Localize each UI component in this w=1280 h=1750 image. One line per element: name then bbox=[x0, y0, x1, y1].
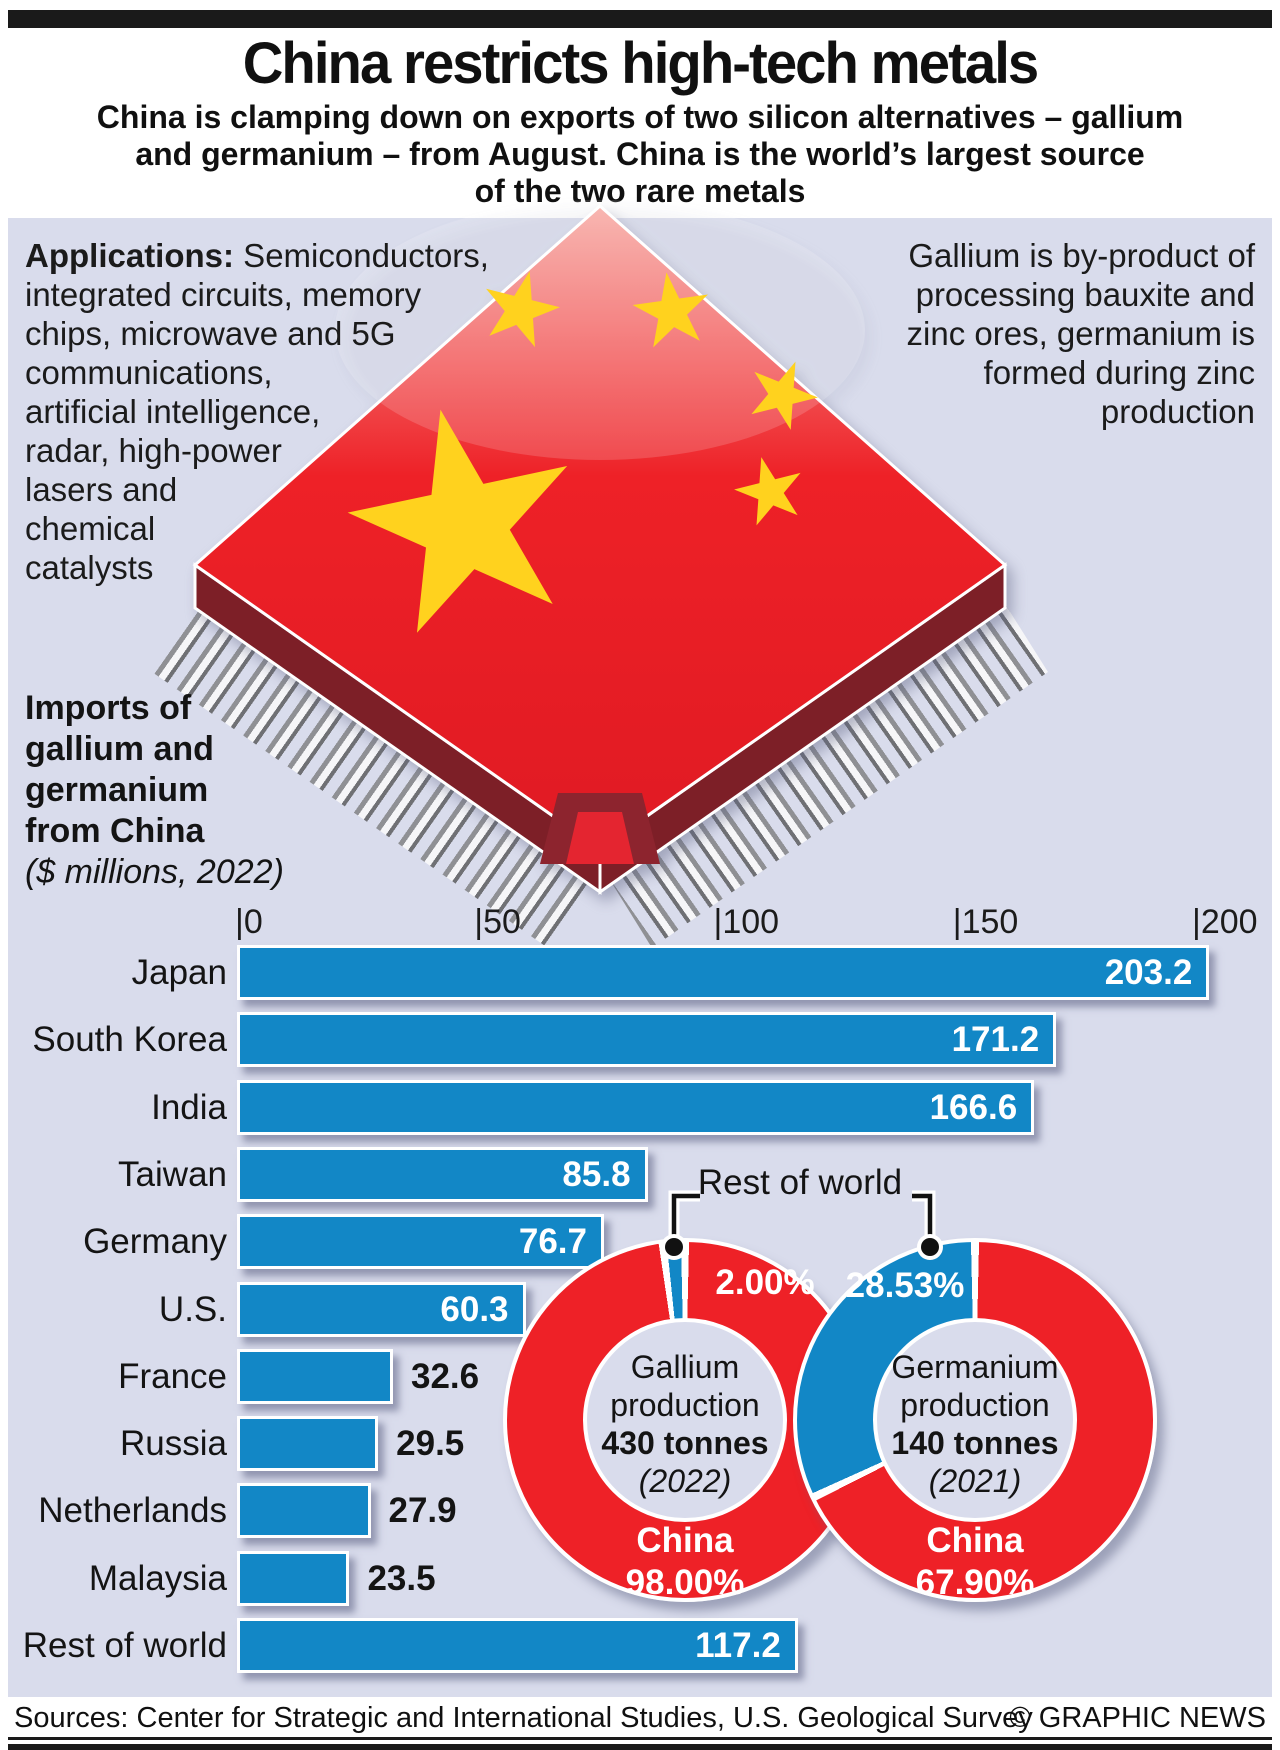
bar-value-label: 166.6 bbox=[929, 1087, 1018, 1127]
bar-value-label: 29.5 bbox=[396, 1424, 465, 1464]
bar-row-label: India bbox=[151, 1087, 227, 1127]
germanium-donut-center-text: Germanium production 140 tonnes (2021) bbox=[891, 1349, 1059, 1499]
bar-value-label: 32.6 bbox=[410, 1356, 480, 1396]
bar-japan: 203.2 bbox=[237, 945, 1210, 1000]
bar-value-label: 203.2 bbox=[1104, 953, 1193, 992]
x-axis-tick: |50 bbox=[474, 903, 521, 941]
gallium-donut-hole bbox=[583, 1318, 787, 1522]
chip-notch-inner bbox=[566, 812, 634, 864]
bar-value-label: 76.7 bbox=[518, 1222, 587, 1262]
page-subtitle: China is clamping down on exports of two… bbox=[0, 99, 1280, 210]
bar-rest-of-world: 117.2 bbox=[237, 1618, 798, 1673]
bar-value-label: 117.2 bbox=[695, 1626, 781, 1665]
bar-russia bbox=[237, 1416, 379, 1472]
bar-netherlands bbox=[237, 1483, 371, 1539]
page-title: China restricts high-tech metals bbox=[242, 31, 1039, 96]
bottom-rule-thin bbox=[8, 1737, 1272, 1740]
bar-value-label: 85.8 bbox=[562, 1154, 631, 1194]
applications-label: Applications: bbox=[25, 237, 235, 274]
top-rule bbox=[8, 10, 1272, 28]
x-axis-tick: |100 bbox=[713, 903, 780, 941]
bar-malaysia bbox=[237, 1550, 350, 1606]
germanium-donut-hole bbox=[873, 1318, 1077, 1522]
bar-row-label: France bbox=[118, 1356, 227, 1396]
germanium-rest-pct-label: 28.53% bbox=[845, 1266, 965, 1305]
chip-gloss bbox=[335, 200, 865, 460]
bar-chart-title: Imports of gallium and germanium from Ch… bbox=[25, 689, 284, 891]
x-axis-tick: |0 bbox=[235, 903, 263, 941]
credit-line: © GRAPHIC NEWS bbox=[1009, 1702, 1266, 1734]
bar-taiwan: 85.8 bbox=[237, 1146, 648, 1202]
bar-row-label: Taiwan bbox=[118, 1154, 227, 1194]
sources-line: Sources: Center for Strategic and Intern… bbox=[14, 1702, 1033, 1734]
germanium-china-share-label: China 67.90% bbox=[915, 1521, 1035, 1602]
bottom-rule-thick bbox=[8, 1744, 1272, 1750]
gallium-china-share-label: China 98.00% bbox=[625, 1521, 745, 1602]
bar-row-label: Netherlands bbox=[38, 1491, 227, 1531]
bar-germany: 76.7 bbox=[237, 1214, 604, 1270]
bar-u-s-: 60.3 bbox=[237, 1281, 526, 1337]
bar-value-label: 171.2 bbox=[951, 1020, 1040, 1060]
bar-value-label: 60.3 bbox=[440, 1289, 509, 1329]
bar-india: 166.6 bbox=[237, 1079, 1035, 1135]
x-axis-tick: |150 bbox=[952, 903, 1019, 941]
bar-row-label: U.S. bbox=[158, 1289, 227, 1329]
bar-france bbox=[237, 1348, 393, 1404]
applications-note: Applications: Semiconductors, integrated… bbox=[25, 237, 489, 586]
gallium-donut-center-text: Gallium production 430 tonnes (2022) bbox=[601, 1349, 769, 1499]
subtitle-line: China is clamping down on exports of two… bbox=[96, 99, 1184, 135]
subtitle-line: and germanium – from August. China is th… bbox=[135, 136, 1145, 172]
bar-row-label: Malaysia bbox=[88, 1558, 227, 1598]
subtitle-line: of the two rare metals bbox=[474, 173, 806, 209]
bar-south-korea: 171.2 bbox=[237, 1012, 1057, 1068]
china-flag-chip-illustration bbox=[192, 200, 1008, 895]
x-axis-tick: |200 bbox=[1192, 903, 1258, 941]
byproduct-note: Gallium is by-product of processing baux… bbox=[906, 237, 1255, 430]
bar-value-label: 27.9 bbox=[388, 1491, 457, 1531]
rest-of-world-callout-label: Rest of world bbox=[697, 1163, 903, 1202]
bar-chart-units-note: ($ millions, 2022) bbox=[25, 853, 284, 891]
bar-value-label: 23.5 bbox=[367, 1558, 436, 1598]
bar-row-label: Russia bbox=[120, 1424, 227, 1464]
bar-row-label: Germany bbox=[83, 1222, 227, 1262]
germanium-donut-chart: Germanium production 140 tonnes (2021) C… bbox=[793, 1238, 1157, 1602]
bar-row-label: South Korea bbox=[32, 1020, 227, 1060]
gallium-rest-pct-label: 2.00% bbox=[715, 1263, 815, 1302]
bar-row-label: Rest of world bbox=[22, 1626, 227, 1665]
bar-row-label: Japan bbox=[131, 953, 227, 992]
